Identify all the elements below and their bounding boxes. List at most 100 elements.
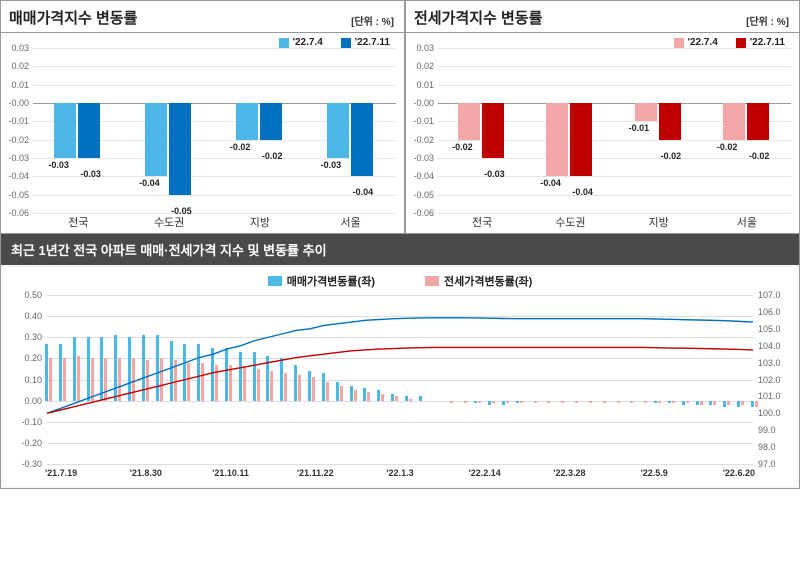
bar [78, 103, 100, 158]
y-tick: 0.02 [11, 61, 29, 71]
bar-chart: 0.030.020.01-0.00-0.01-0.02-0.03-0.04-0.… [1, 48, 404, 233]
legend-swatch [268, 276, 282, 286]
y-left-tick: 0.40 [24, 311, 42, 321]
bar [482, 103, 504, 158]
gridline [438, 48, 791, 49]
category-label: 수도권 [555, 214, 585, 230]
bar [458, 103, 480, 140]
x-label: '21.8.30 [130, 468, 162, 478]
sale-price-panel: 매매가격지수 변동률 [단위 : %] '22.7.4'22.7.11 0.03… [0, 0, 405, 234]
bar [546, 103, 568, 176]
y-right-tick: 104.0 [758, 341, 781, 351]
jeonse-price-panel: 전세가격지수 변동률 [단위 : %] '22.7.4 '22.7.11 0.03… [405, 0, 800, 234]
bar [570, 103, 592, 176]
y-left-tick: 0.50 [24, 290, 42, 300]
y-tick: -0.05 [8, 190, 29, 200]
dual-axis-chart: 0.500.400.300.200.100.00-0.10-0.20-0.30 … [11, 291, 789, 486]
y-left-tick: 0.30 [24, 332, 42, 342]
panel-header: 전세가격지수 변동률 [단위 : %] [406, 1, 799, 33]
category-label: 수도권 [154, 214, 184, 230]
bar [260, 103, 282, 140]
y-left-tick: 0.10 [24, 375, 42, 385]
bar-value-label: -0.04 [572, 187, 593, 197]
category-label: 전국 [472, 214, 492, 230]
bar-value-label: -0.03 [80, 169, 101, 179]
panel-header: 매매가격지수 변동률 [단위 : %] [1, 1, 404, 33]
bar [723, 103, 745, 140]
y-tick: 0.03 [416, 43, 434, 53]
x-label: '21.7.19 [45, 468, 77, 478]
legend-label: '22.7.4 [293, 37, 323, 48]
bar [635, 103, 657, 121]
y-tick: -0.02 [413, 135, 434, 145]
y-right-tick: 98.0 [758, 442, 776, 452]
y-right-tick: 99.0 [758, 425, 776, 435]
trend-inner: 매매가격변동률(좌)전세가격변동률(좌) 0.500.400.300.200.1… [3, 267, 797, 486]
legend: '22.7.4 '22.7.11 [406, 33, 799, 48]
bar [747, 103, 769, 140]
category-label: 서울 [341, 214, 361, 230]
trend-legend: 매매가격변동률(좌)전세가격변동률(좌) [3, 267, 797, 291]
bar-value-label: -0.02 [661, 151, 682, 161]
category-label: 전국 [68, 214, 88, 230]
gridline [33, 66, 396, 67]
y-tick: 0.01 [416, 80, 434, 90]
panel-unit: [단위 : %] [746, 13, 789, 28]
y-right-tick: 100.0 [758, 408, 781, 418]
y-right-tick: 102.0 [758, 375, 781, 385]
gridline [47, 464, 753, 465]
legend-label: '22.7.11 [750, 37, 785, 48]
y-tick: -0.01 [413, 116, 434, 126]
x-label: '22.6.20 [723, 468, 755, 478]
bar-value-label: -0.02 [262, 151, 283, 161]
bar-value-label: -0.04 [139, 178, 160, 188]
bar [145, 103, 167, 176]
category-label: 서울 [737, 214, 757, 230]
gridline [33, 195, 396, 196]
bar-value-label: -0.02 [749, 151, 770, 161]
bar [659, 103, 681, 140]
legend-label: '22.7.4 [688, 37, 718, 48]
y-left-tick: -0.10 [21, 417, 42, 427]
y-right-tick: 107.0 [758, 290, 781, 300]
y-tick: -0.04 [413, 171, 434, 181]
legend-item: '22.7.4 [674, 37, 718, 48]
y-right-tick: 106.0 [758, 307, 781, 317]
legend-label: '22.7.11 [355, 37, 390, 48]
y-tick: -0.02 [8, 135, 29, 145]
y-right-tick: 105.0 [758, 324, 781, 334]
bar-value-label: -0.04 [540, 178, 561, 188]
bar-value-label: -0.04 [353, 187, 374, 197]
y-tick: -0.00 [413, 98, 434, 108]
panel-unit: [단위 : %] [351, 13, 394, 28]
legend-item: '22.7.11 [341, 37, 390, 48]
x-label: '22.5.9 [641, 468, 668, 478]
y-tick: -0.01 [8, 116, 29, 126]
x-label: '21.11.22 [297, 468, 334, 478]
legend-label: 매매가격변동률(좌) [287, 273, 375, 289]
y-tick: 0.02 [416, 61, 434, 71]
bar-value-label: -0.02 [452, 142, 473, 152]
y-tick: -0.03 [8, 153, 29, 163]
trend-lines [47, 295, 753, 464]
trend-bar [755, 401, 758, 407]
legend-swatch [736, 38, 746, 48]
gridline [438, 158, 791, 159]
y-tick: -0.00 [8, 98, 29, 108]
legend-item: '22.7.4 [279, 37, 323, 48]
y-right-tick: 97.0 [758, 459, 776, 469]
y-tick: -0.04 [8, 171, 29, 181]
bar-chart: 0.030.020.01-0.00-0.01-0.02-0.03-0.04-0.… [406, 48, 799, 233]
legend-swatch [674, 38, 684, 48]
y-tick: -0.03 [413, 153, 434, 163]
bar [327, 103, 349, 158]
panel-title: 전세가격지수 변동률 [414, 7, 542, 28]
y-right-tick: 101.0 [758, 391, 781, 401]
y-left-tick: -0.20 [21, 438, 42, 448]
panel-title: 매매가격지수 변동률 [9, 7, 137, 28]
gridline [33, 158, 396, 159]
y-tick: -0.06 [8, 208, 29, 218]
gridline [33, 48, 396, 49]
y-left-tick: 0.00 [24, 396, 42, 406]
trend-title: 최근 1년간 전국 아파트 매매·전세가격 지수 및 변동률 추이 [1, 234, 799, 265]
